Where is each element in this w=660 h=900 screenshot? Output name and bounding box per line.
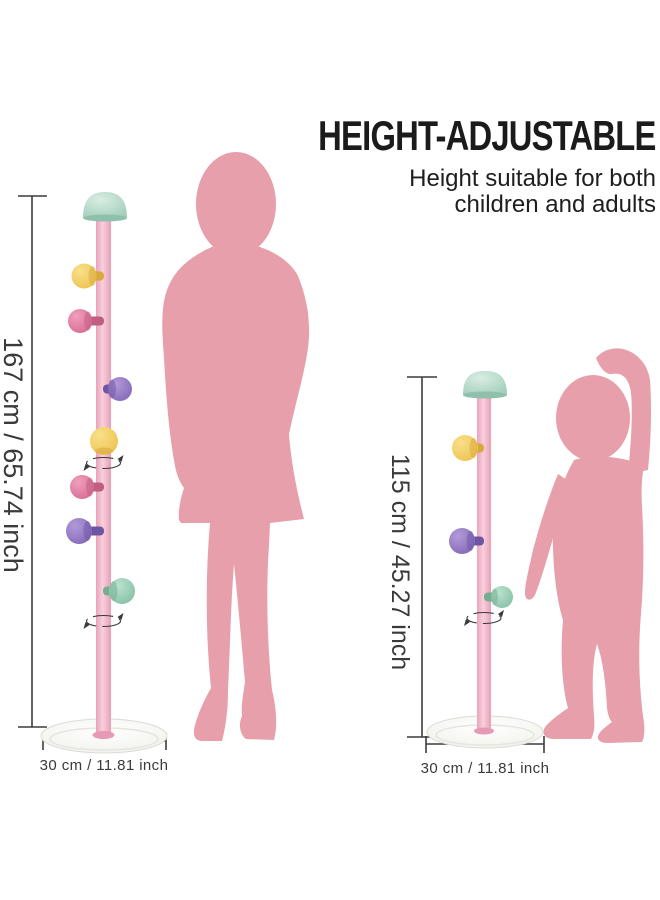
hook-purple (66, 518, 104, 544)
hook-magenta (68, 309, 104, 333)
child-base-width-label: 30 cm / 11.81 inch (420, 760, 550, 777)
header: HEIGHT-ADJUSTABLE Height suitable for bo… (223, 112, 657, 218)
hook-yellow (452, 435, 484, 461)
child-head (556, 375, 630, 461)
adult-base-width-label: 30 cm / 11.81 inch (39, 757, 169, 774)
child-hanging-arm (525, 474, 570, 600)
rack-pole (96, 214, 111, 736)
coat-rack-short (426, 371, 544, 749)
child-silhouette (525, 348, 652, 743)
subtitle-line-2: children and adults (454, 191, 656, 218)
page-title: HEIGHT-ADJUSTABLE (318, 112, 657, 159)
rack-top-cap (463, 371, 507, 395)
subtitle-line-1: Height suitable for both (409, 165, 656, 192)
subtitle: Height suitable for both children and ad… (223, 166, 656, 218)
woman-body (162, 246, 310, 741)
child-raised-arm (596, 348, 652, 474)
adult-woman-silhouette (162, 152, 310, 741)
hook-yellow (71, 263, 104, 289)
woman-head (196, 152, 276, 256)
hook-yellow-front (90, 427, 118, 455)
hook-purple (103, 377, 132, 401)
adult-height-label: 167 cm / 65.74 inch (0, 337, 28, 573)
hook-green (484, 586, 513, 608)
rack-pole (477, 392, 491, 732)
hook-green (103, 578, 135, 604)
hook-magenta (70, 475, 104, 499)
rack-top-cap (83, 192, 127, 218)
hook-purple (449, 528, 484, 554)
adult-height-measure (18, 195, 47, 728)
child-body (543, 456, 645, 743)
coat-rack-tall (40, 192, 168, 754)
child-height-label: 115 cm / 45.27 inch (386, 453, 414, 671)
